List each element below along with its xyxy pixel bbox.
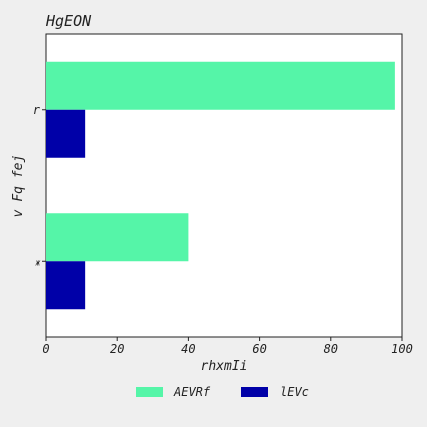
bar-1-2 — [46, 213, 189, 262]
legend: AEVRf lEVc — [136, 385, 309, 399]
legend-swatch-series-1 — [136, 387, 163, 397]
x-tick-label: 0 — [42, 342, 49, 356]
x-axis-label: rhxmIi — [201, 359, 248, 374]
legend-swatch-series-2 — [241, 387, 268, 397]
x-axis-ticks: 0 20 40 60 80 100 — [42, 337, 413, 356]
legend-label-series-1: AEVRf — [173, 385, 211, 399]
x-tick-label: 100 — [391, 342, 413, 356]
bars-group — [46, 61, 395, 310]
x-tick-label: 80 — [324, 342, 338, 356]
bar-2-2 — [46, 261, 86, 310]
x-tick-label: 20 — [110, 342, 124, 356]
y-tick-label: r — [33, 103, 41, 117]
y-tick-label: Ж — [35, 259, 41, 267]
y-axis-label: v Fq fej — [11, 155, 26, 218]
x-tick-label: 40 — [181, 342, 195, 356]
bar-2-1 — [46, 109, 86, 158]
bar-1-1 — [46, 61, 395, 110]
legend-label-series-2: lEVc — [280, 385, 309, 399]
x-tick-label: 60 — [252, 342, 266, 356]
chart-title: HgEON — [45, 12, 92, 30]
y-axis-ticks: rЖ — [33, 103, 46, 267]
